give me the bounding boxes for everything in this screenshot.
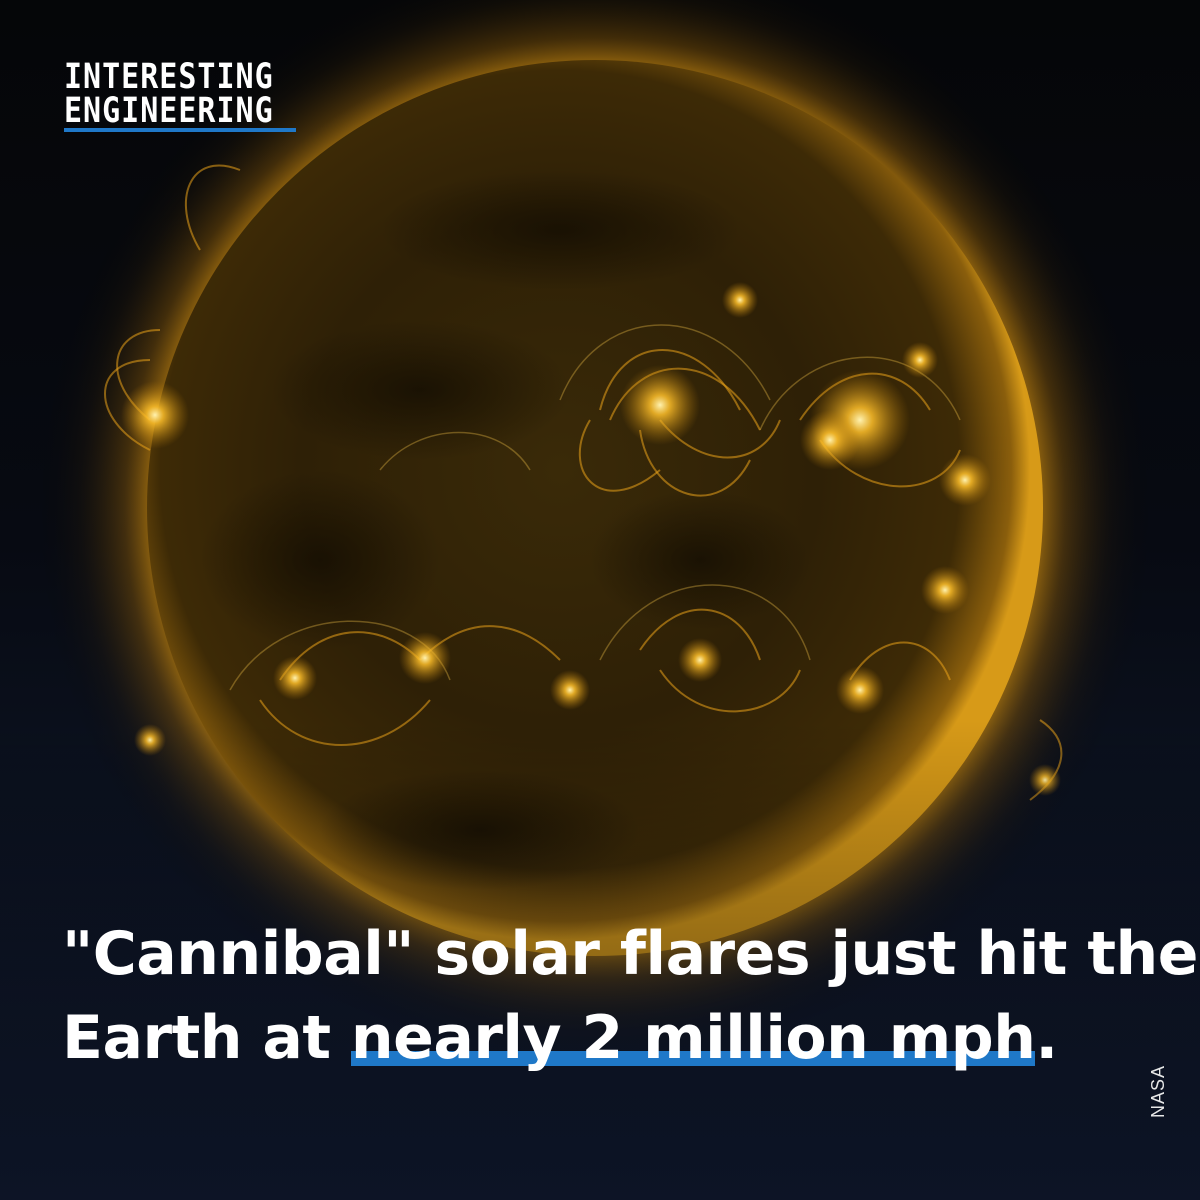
headline-line-2: Earth at nearly 2 million mph. [62, 996, 1152, 1080]
headline-line-2-suffix: . [1035, 1003, 1058, 1073]
brand-logo[interactable]: INTERESTING ENGINEERING [64, 56, 296, 132]
headline: "Cannibal" solar flares just hit the Ear… [62, 912, 1198, 1080]
headline-line-2-prefix: Earth at [62, 1003, 351, 1073]
logo-line-1: INTERESTING [64, 56, 274, 98]
headline-line-1: "Cannibal" solar flares just hit the [62, 919, 1198, 989]
logo-underline [64, 128, 296, 132]
logo-line-2: ENGINEERING [64, 90, 274, 132]
photo-credit: NASA [1148, 1064, 1168, 1118]
headline-highlight: nearly 2 million mph [350, 1003, 1036, 1073]
